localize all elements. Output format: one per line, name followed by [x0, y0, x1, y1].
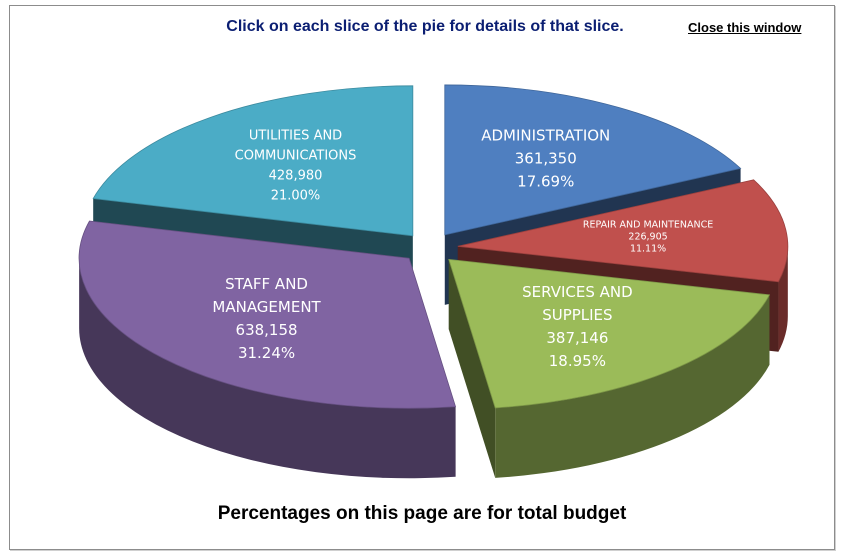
- slice-percent-label: 17.69%: [517, 173, 574, 191]
- slice-label: SERVICES AND: [522, 283, 633, 301]
- slice-percent-label: 11.11%: [630, 244, 666, 255]
- instruction-text: Click on each slice of the pie for detai…: [226, 18, 624, 35]
- slice-percent-label: 31.24%: [238, 344, 295, 362]
- slice-value-label: 226,905: [628, 232, 667, 243]
- pie-slice-administration[interactable]: ADMINISTRATION 361,350 17.69%: [444, 84, 742, 236]
- pie-slice-utilities-and-communications[interactable]: UTILITIES AND COMMUNICATIONS 428,980 21.00%: [92, 85, 414, 237]
- pie-slice-services-and-supplies[interactable]: SERVICES AND SUPPLIES 387,146 18.95%: [448, 258, 771, 409]
- slice-label: COMMUNICATIONS: [235, 148, 357, 163]
- chart-window: Click on each slice of the pie for detai…: [9, 5, 835, 550]
- footer-note: Percentages on this page are for total b…: [217, 503, 627, 524]
- slice-value-label: 387,146: [546, 329, 608, 347]
- slice-label: UTILITIES AND: [249, 128, 342, 143]
- slice-percent-label: 18.95%: [549, 352, 606, 370]
- pie-slice-staff-and-management[interactable]: STAFF AND MANAGEMENT 638,158 31.24%: [78, 220, 457, 409]
- slice-label: REPAIR AND MAINTENANCE: [583, 220, 713, 231]
- slice-value-label: 361,350: [515, 150, 577, 168]
- slice-label: MANAGEMENT: [212, 298, 321, 316]
- slice-label: STAFF AND: [225, 275, 308, 293]
- slice-value-label: 428,980: [269, 168, 323, 183]
- close-window-link[interactable]: Close this window: [688, 20, 802, 35]
- slice-percent-label: 21.00%: [271, 188, 321, 203]
- slice-value-label: 638,158: [236, 321, 298, 339]
- slice-label: SUPPLIES: [542, 306, 612, 324]
- slice-label: ADMINISTRATION: [481, 127, 610, 145]
